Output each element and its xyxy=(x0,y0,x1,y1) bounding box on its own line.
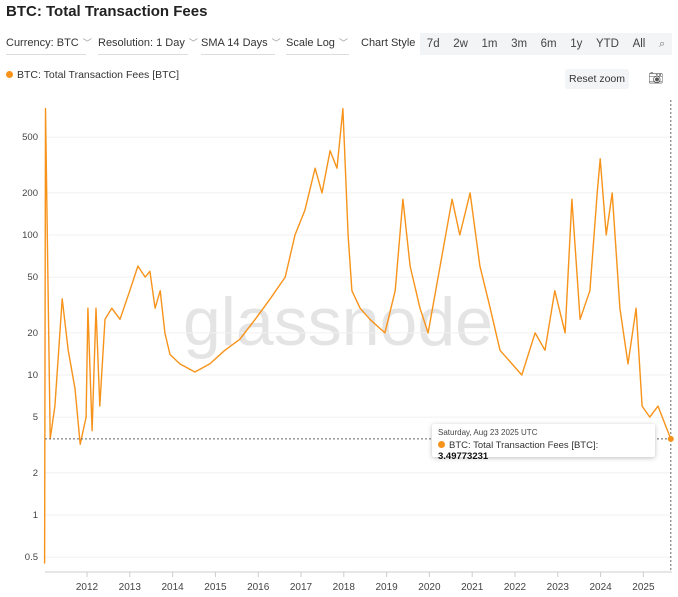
chevron-down-icon: ﹀ xyxy=(271,38,281,48)
x-tick-label: 2012 xyxy=(76,582,99,593)
currency-label: Currency: BTC xyxy=(6,37,79,49)
tooltip: Saturday, Aug 23 2025 UTC BTC: Total Tra… xyxy=(432,424,655,462)
chart-style-button[interactable]: Chart Style xyxy=(361,37,416,49)
resolution-dropdown[interactable]: Resolution: 1 Day ﹀ xyxy=(98,33,198,55)
series-dot-icon xyxy=(6,71,13,78)
camera-icon[interactable]: 📷︎ xyxy=(648,71,664,85)
range-3m[interactable]: 3m xyxy=(511,38,528,50)
x-tick-label: 2020 xyxy=(418,582,441,593)
legend-label: BTC: Total Transaction Fees [BTC] xyxy=(17,69,180,81)
page-title: BTC: Total Transaction Fees xyxy=(6,3,208,20)
range-all[interactable]: All xyxy=(632,38,646,50)
x-tick-label: 2016 xyxy=(247,582,270,593)
range-ytd[interactable]: YTD xyxy=(595,38,619,50)
y-tick-label: 1 xyxy=(33,510,38,521)
tooltip-label: BTC: Total Transaction Fees [BTC]: xyxy=(449,440,599,451)
toolbar: Currency: BTC ﹀ Resolution: 1 Day ﹀ SMA 14… xyxy=(0,33,678,55)
range-7d[interactable]: 7d xyxy=(426,38,440,50)
x-tick-label: 2021 xyxy=(461,582,484,593)
chevron-down-icon: ﹀ xyxy=(338,38,348,48)
watermark: glassnode xyxy=(183,284,493,360)
currency-dropdown[interactable]: Currency: BTC ﹀ xyxy=(6,33,92,55)
legend-item[interactable]: BTC: Total Transaction Fees [BTC] xyxy=(6,69,179,81)
series-line xyxy=(43,107,672,564)
tooltip-value: 3.49773231 xyxy=(438,451,489,462)
x-tick-label: 2019 xyxy=(375,582,398,593)
y-tick-label: 20 xyxy=(27,328,38,339)
range-1m[interactable]: 1m xyxy=(481,38,498,50)
hover-point xyxy=(667,435,674,442)
y-tick-label: 5 xyxy=(33,412,38,423)
chevron-down-icon: ﹀ xyxy=(188,38,198,48)
reset-zoom-button[interactable]: Reset zoom xyxy=(565,69,629,89)
y-tick-label: 10 xyxy=(27,370,38,381)
x-tick-label: 2017 xyxy=(290,582,313,593)
range-1y[interactable]: 1y xyxy=(570,38,583,50)
scale-dropdown[interactable]: Scale Log ﹀ xyxy=(286,33,349,55)
x-tick-label: 2025 xyxy=(632,582,655,593)
range-selector: 7d 2w 1m 3m 6m 1y YTD All ⌕ xyxy=(420,33,672,55)
x-tick-label: 2018 xyxy=(333,582,356,593)
chevron-down-icon: ﹀ xyxy=(82,38,92,48)
y-tick-label: 500 xyxy=(22,132,38,143)
scale-label: Scale Log xyxy=(286,37,335,49)
x-tick-label: 2014 xyxy=(161,582,184,593)
zoom-select-icon[interactable]: ⌕ xyxy=(658,37,666,50)
sma-dropdown[interactable]: SMA 14 Days ﹀ xyxy=(201,33,281,55)
y-tick-label: 2 xyxy=(33,468,38,479)
sma-label: SMA 14 Days xyxy=(201,37,268,49)
x-tick-label: 2023 xyxy=(547,582,570,593)
x-tick-label: 2024 xyxy=(589,582,612,593)
resolution-label: Resolution: 1 Day xyxy=(98,37,185,49)
x-tick-label: 2022 xyxy=(504,582,527,593)
tooltip-date: Saturday, Aug 23 2025 UTC xyxy=(438,428,538,437)
y-tick-label: 0.5 xyxy=(25,552,38,563)
y-tick-label: 100 xyxy=(22,230,38,241)
range-2w[interactable]: 2w xyxy=(453,38,468,50)
x-tick-label: 2013 xyxy=(119,582,142,593)
series-dot-icon xyxy=(438,441,445,448)
range-6m[interactable]: 6m xyxy=(540,38,557,50)
x-tick-label: 2015 xyxy=(204,582,227,593)
y-tick-label: 200 xyxy=(22,188,38,199)
y-tick-label: 50 xyxy=(27,272,38,283)
